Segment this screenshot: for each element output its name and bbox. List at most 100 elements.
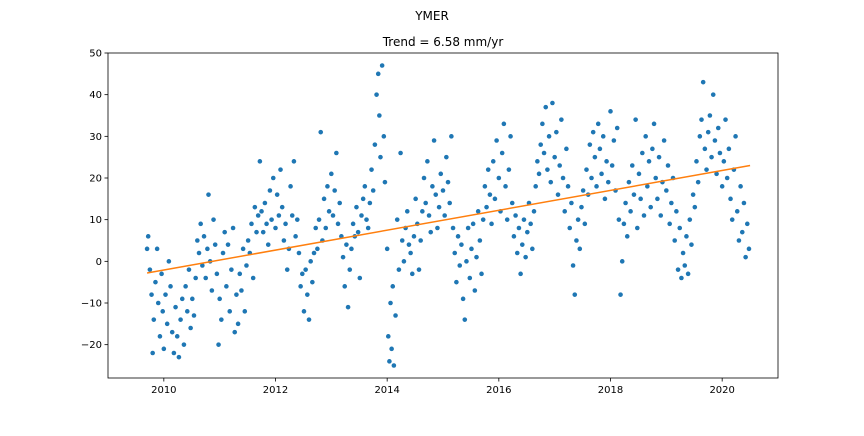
data-point [153, 279, 158, 285]
data-point [325, 184, 330, 189]
data-point [741, 200, 747, 206]
data-point [216, 342, 221, 347]
data-point [265, 242, 271, 247]
data-point [557, 163, 562, 168]
data-point [629, 163, 635, 168]
data-point [636, 171, 642, 177]
data-point [382, 179, 388, 185]
data-point [525, 229, 530, 235]
data-point [509, 200, 515, 206]
data-point [179, 296, 185, 302]
data-point [357, 275, 363, 281]
data-point [449, 134, 454, 139]
data-point [347, 267, 353, 272]
data-point [469, 246, 474, 252]
data-point [329, 171, 334, 177]
data-point [519, 242, 525, 247]
axes-layer: 2010 2012 2014 2016 2018 2020 −20 −10 0 10 20 30 40 5… [81, 49, 779, 396]
data-point [560, 175, 566, 181]
data-point [533, 184, 538, 189]
data-point [303, 267, 308, 272]
data-point [744, 221, 750, 227]
data-point [459, 242, 464, 247]
data-point [450, 225, 456, 231]
data-point [550, 100, 555, 106]
data-point [242, 309, 248, 314]
data-point [575, 217, 581, 222]
data-point [726, 146, 732, 152]
data-point [664, 188, 669, 193]
data-point [150, 350, 155, 356]
y-tick-label: 30 [89, 132, 102, 143]
data-point [298, 284, 303, 289]
data-point [528, 221, 533, 227]
data-point [240, 246, 246, 252]
data-point [546, 134, 552, 139]
data-point [385, 334, 391, 339]
data-point [700, 79, 706, 85]
data-point [267, 188, 273, 193]
data-point [684, 234, 689, 239]
data-point [147, 267, 153, 272]
data-point [252, 204, 258, 210]
data-point [653, 175, 659, 181]
data-point [237, 271, 243, 277]
data-point [496, 175, 502, 181]
data-point [574, 238, 579, 243]
data-point [219, 317, 224, 322]
data-point [254, 229, 259, 235]
data-point [462, 317, 468, 322]
data-point [697, 134, 703, 139]
data-point [283, 221, 288, 227]
data-point [174, 334, 180, 339]
data-point [209, 288, 215, 293]
data-point [474, 254, 479, 260]
data-point [743, 254, 748, 260]
data-point [736, 238, 742, 243]
data-point [579, 204, 584, 210]
data-point [640, 150, 645, 156]
data-point [648, 204, 653, 210]
data-point [552, 154, 557, 160]
x-tick-label: 2010 [151, 385, 176, 396]
data-point [454, 279, 459, 285]
data-point [355, 229, 361, 235]
data-point [689, 242, 694, 247]
data-point [514, 250, 520, 256]
data-point [305, 292, 310, 297]
data-point [345, 304, 351, 310]
data-point [536, 171, 542, 177]
data-point [262, 200, 268, 206]
data-point [589, 175, 594, 181]
data-point [604, 159, 609, 164]
data-point [580, 188, 586, 193]
data-point [475, 209, 481, 214]
data-point [435, 225, 440, 231]
data-point [513, 213, 518, 218]
data-point [562, 209, 568, 214]
data-point [169, 329, 175, 335]
data-point [164, 321, 170, 327]
data-point [460, 296, 466, 302]
data-point [259, 209, 264, 214]
data-point [399, 238, 405, 243]
data-point [655, 196, 660, 202]
data-point [746, 246, 752, 252]
data-point [257, 159, 263, 164]
data-point [482, 184, 488, 189]
data-point [279, 204, 285, 210]
data-point [260, 229, 266, 235]
data-point [447, 200, 453, 206]
data-point [188, 325, 193, 331]
data-point [608, 109, 613, 114]
figure-suptitle: YMER [414, 9, 449, 23]
data-point [518, 271, 523, 277]
data-point [692, 204, 698, 210]
data-point [159, 271, 164, 277]
data-point [326, 209, 332, 214]
data-point [269, 217, 274, 222]
data-point [721, 159, 727, 164]
data-point [316, 217, 322, 222]
data-point [369, 167, 374, 172]
